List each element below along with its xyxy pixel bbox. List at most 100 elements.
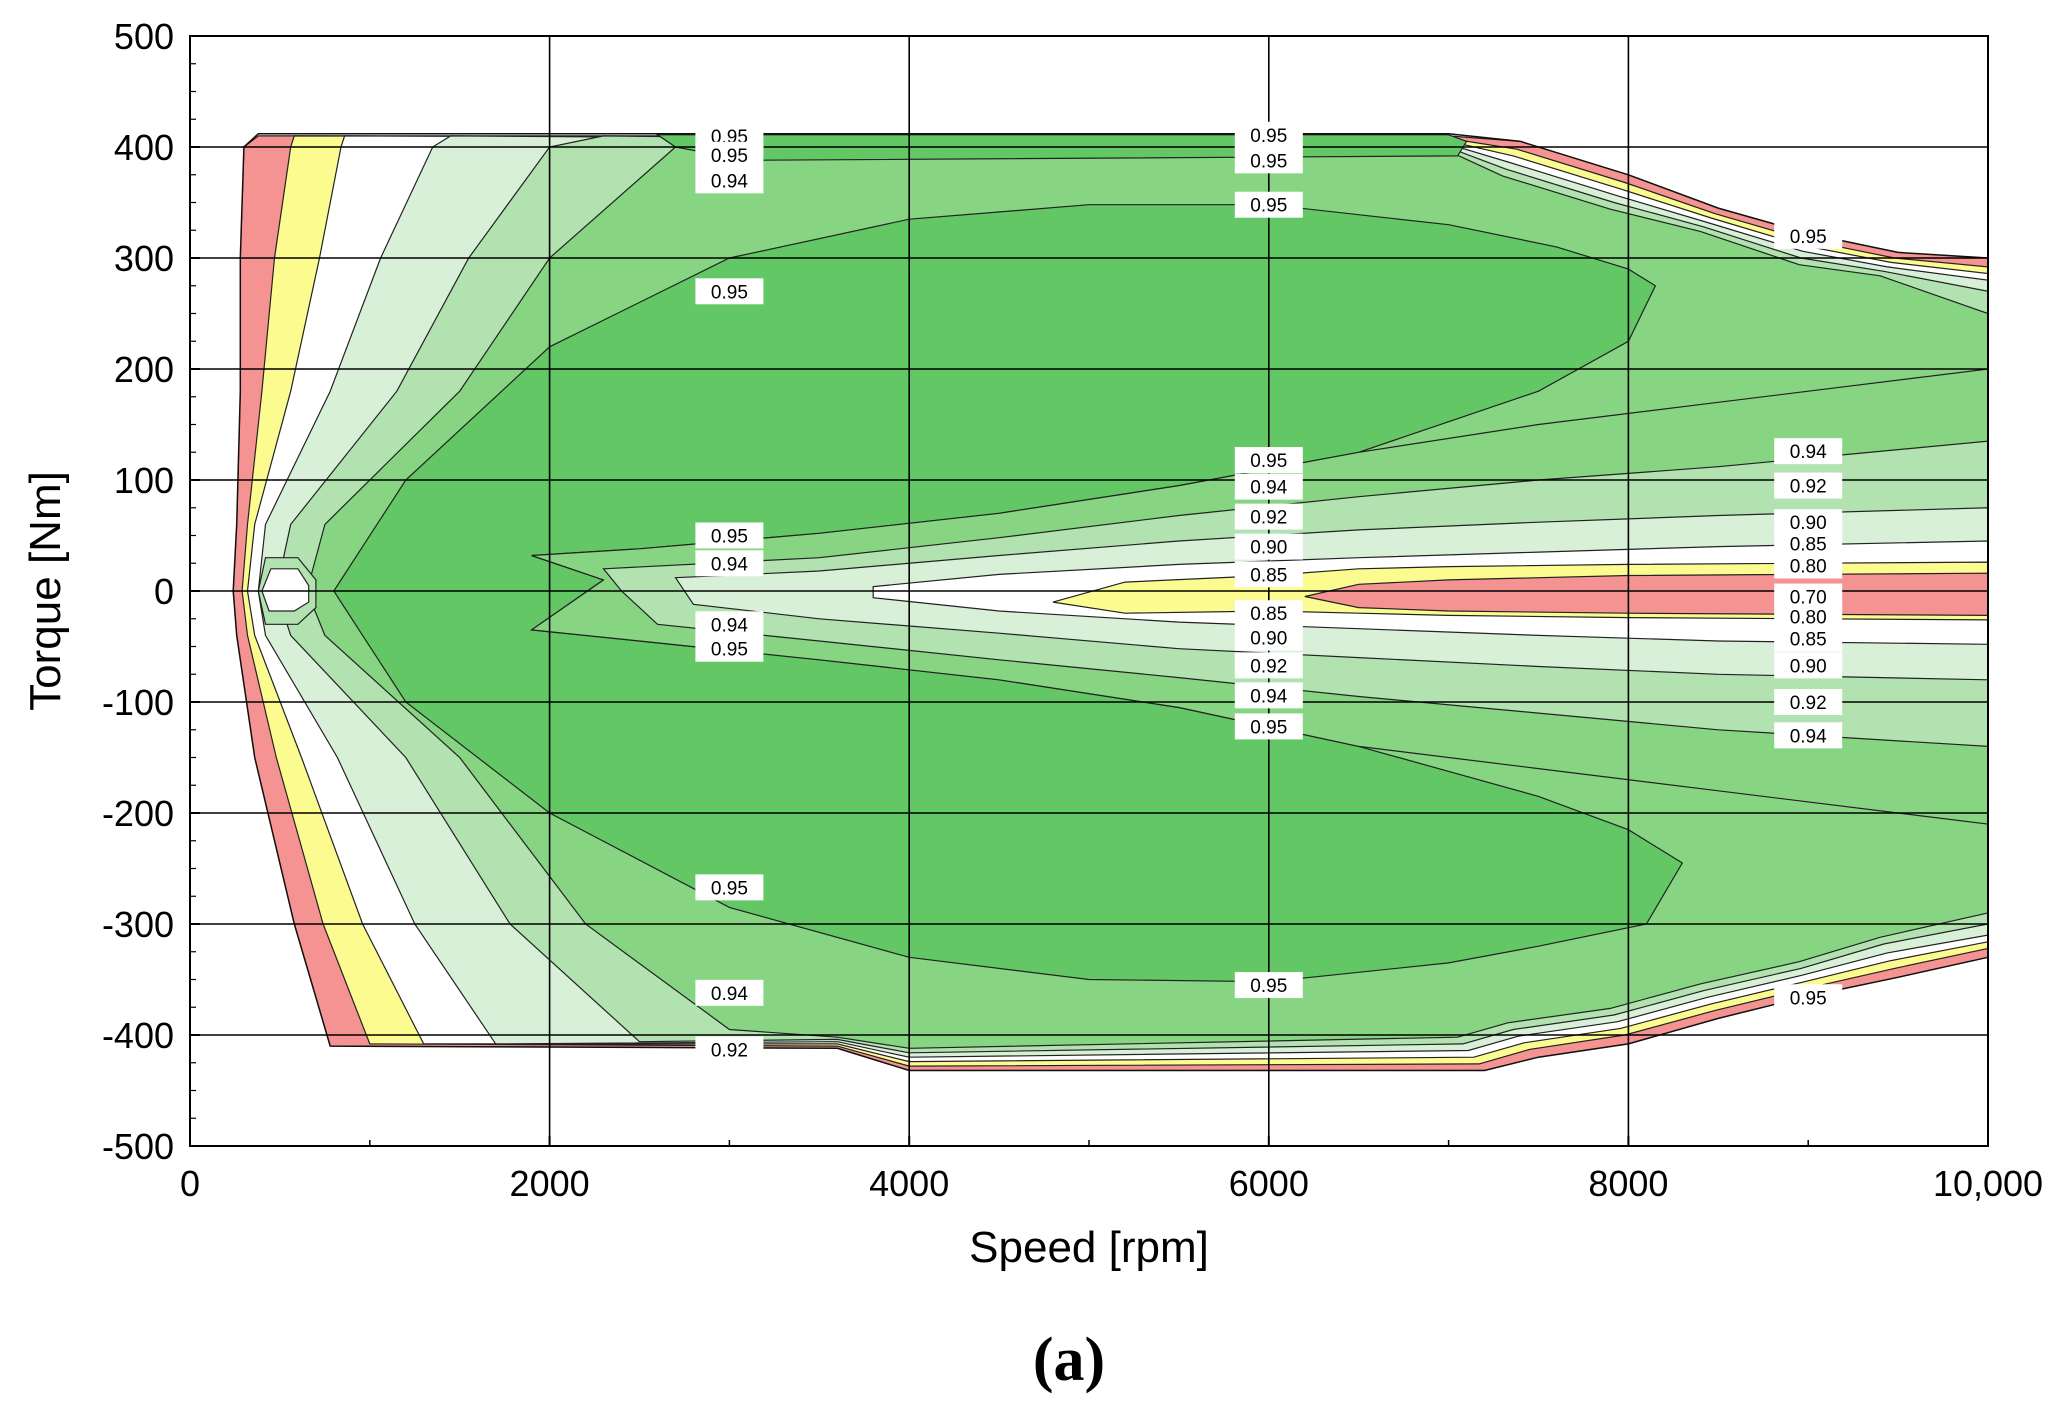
x-axis-title: Speed [rpm] [969, 1223, 1209, 1272]
contour-label-box [1774, 625, 1843, 652]
grid-lines [190, 36, 1988, 1146]
contour-label-box [1234, 624, 1303, 651]
contour-label-23: 0.95 [1234, 713, 1303, 740]
contour-label-text: 0.92 [1790, 693, 1827, 714]
contour-label-box [1774, 530, 1843, 557]
contour-label-text: 0.90 [1250, 538, 1287, 559]
contour-label-text: 0.94 [711, 615, 748, 636]
contour-label-15: 0.94 [1234, 473, 1303, 500]
contour-label-box [695, 167, 764, 194]
contour-label-text: 0.92 [1790, 477, 1827, 498]
contour-label-text: 0.95 [711, 282, 748, 303]
contour-label-37: 0.95 [1774, 984, 1843, 1011]
y-axis: 500 400 300 200 100 0 -100 -200 -300 -400 -500 [102, 16, 200, 1167]
x-tick-label-5: 10,000 [1933, 1163, 2043, 1204]
y-tick-label-5: 0 [154, 571, 174, 612]
contour-label-4: 0.95 [695, 522, 764, 549]
contour-label-box [1774, 472, 1843, 499]
y-tick-label-9: -400 [102, 1015, 174, 1056]
contour-label-9: 0.94 [695, 979, 764, 1006]
contour-label-box [695, 874, 764, 901]
contour-label-text: 0.85 [1790, 630, 1827, 651]
contour-label-text: 0.94 [711, 554, 748, 575]
x-tick-label-3: 6000 [1229, 1163, 1309, 1204]
y-axis-title: Torque [Nm] [21, 471, 70, 711]
contour-label-box [1774, 722, 1843, 749]
contour-label-11: 0.95 [1234, 121, 1303, 148]
contour-label-box [1234, 561, 1303, 588]
contour-label-27: 0.92 [1774, 472, 1843, 499]
contour-label-text: 0.95 [1250, 976, 1287, 997]
x-tick-label-1: 2000 [510, 1163, 590, 1204]
x-tick-label-4: 8000 [1588, 1163, 1668, 1204]
contour-label-text: 0.95 [1250, 717, 1287, 738]
contour-label-text: 0.95 [1250, 451, 1287, 472]
contour-label-text: 0.95 [1790, 227, 1827, 248]
contour-label-8: 0.95 [695, 874, 764, 901]
contour-label-1: 0.95 [695, 141, 764, 168]
contour-label-box [1234, 147, 1303, 174]
contour-label-30: 0.80 [1774, 552, 1843, 579]
contour-label-text: 0.80 [1790, 556, 1827, 577]
operating-envelope-line [232, 132, 1989, 1072]
contour-label-box [1234, 682, 1303, 709]
plot-area: 0.95 0.95 0.94 0.95 0.95 0.94 0.94 0.95 0.95 0.94… [189, 35, 1989, 1147]
y-tick-label-7: -200 [102, 793, 174, 834]
contour-label-20: 0.90 [1234, 624, 1303, 651]
contour-label-box [695, 141, 764, 168]
contour-label-text: 0.94 [711, 171, 748, 192]
contour-label-text: 0.80 [1790, 608, 1827, 629]
contour-label-text: 0.94 [1250, 478, 1287, 499]
y-tick-label-0: 500 [114, 16, 174, 57]
y-tick-label-3: 200 [114, 349, 174, 390]
contour-label-box [1774, 984, 1843, 1011]
contour-label-text: 0.92 [1250, 656, 1287, 677]
contour-label-text: 0.90 [1250, 629, 1287, 650]
x-tick-label-0: 0 [180, 1163, 200, 1204]
x-tick-label-2: 4000 [869, 1163, 949, 1204]
contour-label-25: 0.95 [1774, 222, 1843, 249]
contour-label-text: 0.95 [711, 878, 748, 899]
contour-label-text: 0.85 [1250, 604, 1287, 625]
contour-label-box [1234, 713, 1303, 740]
contour-label-box [1234, 191, 1303, 218]
y-tick-label-10: -500 [102, 1126, 174, 1167]
contour-label-24: 0.95 [1234, 972, 1303, 999]
y-tick-label-1: 400 [114, 127, 174, 168]
contour-label-32: 0.80 [1774, 603, 1843, 630]
contour-label-box [695, 611, 764, 638]
contour-label-box [1234, 473, 1303, 500]
y-tick-label-2: 300 [114, 238, 174, 279]
contour-label-text: 0.94 [1790, 726, 1827, 747]
contour-label-box [695, 1036, 764, 1063]
contour-label-14: 0.95 [1234, 447, 1303, 474]
contour-label-box [1234, 447, 1303, 474]
contour-label-text: 0.85 [1790, 534, 1827, 555]
contour-label-7: 0.95 [695, 635, 764, 662]
contour-label-text: 0.90 [1790, 513, 1827, 534]
y-tick-label-6: -100 [102, 682, 174, 723]
contour-label-17: 0.90 [1234, 533, 1303, 560]
contour-label-13: 0.95 [1234, 191, 1303, 218]
island-inner [261, 568, 310, 612]
contour-label-26: 0.94 [1774, 438, 1843, 465]
y-tick-label-8: -300 [102, 904, 174, 945]
contour-label-box [1234, 121, 1303, 148]
contour-label-box [1774, 652, 1843, 679]
contour-label-12: 0.95 [1234, 147, 1303, 174]
contour-label-box [695, 550, 764, 577]
contour-label-29: 0.85 [1774, 530, 1843, 557]
contour-label-text: 0.85 [1250, 565, 1287, 586]
contour-label-text: 0.94 [711, 984, 748, 1005]
contour-labels: 0.95 0.95 0.94 0.95 0.95 0.94 0.94 0.95 0.95 0.94… [695, 121, 1843, 1063]
contour-label-3: 0.95 [695, 278, 764, 305]
contour-label-text: 0.70 [1790, 588, 1827, 609]
contour-label-34: 0.90 [1774, 652, 1843, 679]
contour-label-text: 0.95 [711, 527, 748, 548]
contour-label-box [1234, 972, 1303, 999]
contour-label-box [1234, 533, 1303, 560]
contour-label-2: 0.94 [695, 167, 764, 194]
contour-label-35: 0.92 [1774, 689, 1843, 715]
contour-label-box [1234, 600, 1303, 627]
contour-label-text: 0.94 [1250, 686, 1287, 707]
